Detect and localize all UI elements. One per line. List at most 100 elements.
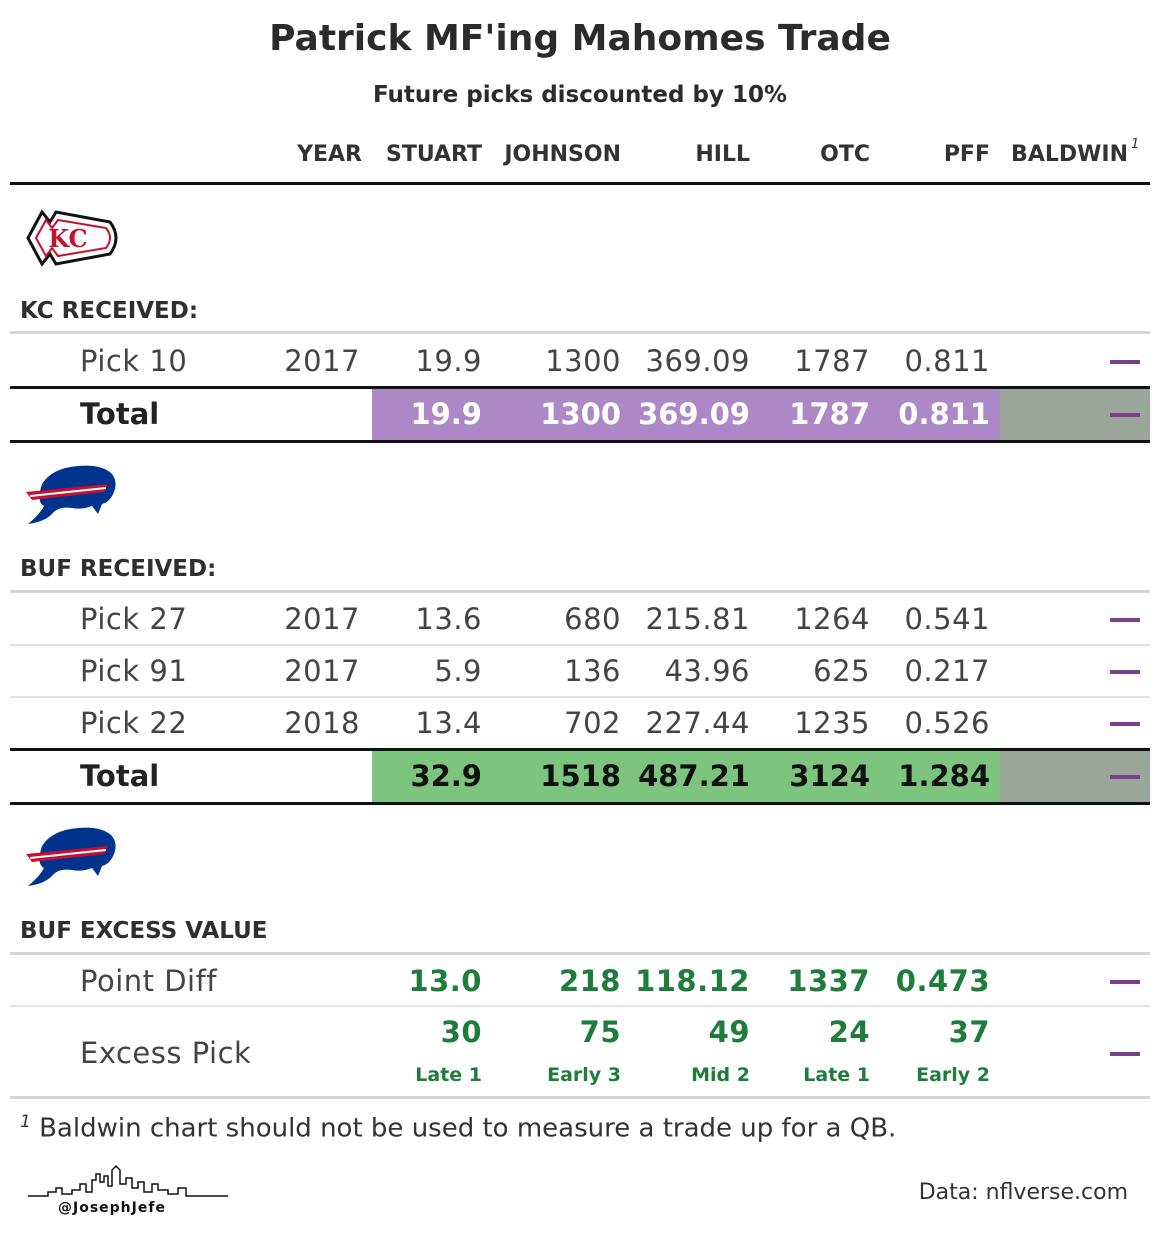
kc-total-pff: 0.811: [898, 397, 990, 431]
buf-row-label: Pick 22: [80, 706, 188, 740]
buf-row-johnson: 136: [564, 654, 621, 688]
kc-total-otc: 1787: [789, 397, 870, 431]
buf-row-stuart: 13.4: [415, 706, 482, 740]
col-header-year: YEAR: [297, 142, 362, 167]
kc-total-baldwin-dash: [1110, 413, 1140, 417]
col-header-hill: HILL: [695, 142, 750, 167]
excess-pick-johnson: 75: [579, 1015, 621, 1049]
excess-pick-johnson-tier: Early 3: [547, 1064, 621, 1086]
row-divider: [10, 644, 1150, 646]
kc-row-pff: 0.811: [904, 344, 990, 378]
excess-pick-hill: 49: [708, 1015, 750, 1049]
chiefs-logo: KC: [26, 209, 118, 267]
point-diff-hill: 118.12: [635, 964, 750, 998]
buf-row-otc: 1264: [794, 602, 870, 636]
buf-row-johnson: 702: [564, 706, 621, 740]
bills-logo: [26, 465, 116, 524]
buf-row-label: Pick 27: [80, 602, 188, 636]
page-subtitle: Future picks discounted by 10%: [372, 82, 788, 108]
kc-total-johnson: 1300: [540, 397, 621, 431]
kc-section-label: KC RECEIVED:: [20, 298, 199, 324]
data-source: Data: nflverse.com: [918, 1180, 1128, 1205]
buf-total-baldwin-dash: [1110, 775, 1140, 779]
kc-total-bottom-rule: [10, 440, 1150, 443]
point-diff-pff: 0.473: [895, 964, 990, 998]
buf-total-otc: 3124: [789, 759, 870, 793]
buf-section-rule: [10, 590, 1150, 593]
baldwin-footnote-mark: 1: [1131, 137, 1140, 152]
excess-pick-otc-tier: Late 1: [803, 1064, 870, 1086]
excess-pick-hill-tier: Mid 2: [691, 1064, 750, 1086]
kc-total-highlight: [372, 389, 1000, 440]
col-header-baldwin: BALDWIN: [1011, 142, 1128, 167]
excess-pick-pff-tier: Early 2: [916, 1064, 990, 1086]
kc-row-stuart: 19.9: [415, 344, 482, 378]
buf-row-hill: 227.44: [645, 706, 750, 740]
footnote-text: Baldwin chart should not be used to meas…: [39, 1113, 897, 1144]
point-diff-johnson: 218: [558, 964, 621, 998]
excess-pick-stuart-tier: Late 1: [415, 1064, 482, 1086]
buf-total-stuart: 32.9: [410, 759, 482, 793]
buf-row-stuart: 13.6: [415, 602, 482, 636]
svg-text:KC: KC: [48, 224, 87, 253]
footnote-mark: 1: [20, 1112, 31, 1132]
bills-logo: [26, 827, 116, 886]
buf-row-year: 2018: [284, 706, 360, 740]
excess-pick-baldwin-dash: [1110, 1052, 1140, 1056]
row-divider: [10, 696, 1150, 698]
excess-pick-pff: 37: [948, 1015, 990, 1049]
buf-row-baldwin-dash: [1110, 722, 1140, 726]
buf-total-johnson: 1518: [540, 759, 621, 793]
point-diff-otc: 1337: [787, 964, 870, 998]
buf-row-pff: 0.541: [904, 602, 990, 636]
col-header-otc: OTC: [820, 142, 870, 167]
col-header-johnson: JOHNSON: [504, 142, 621, 167]
kc-row-otc: 1787: [794, 344, 870, 378]
buf-row-baldwin-dash: [1110, 618, 1140, 622]
kc-total-hill: 369.09: [638, 397, 750, 431]
excess-section-rule: [10, 952, 1150, 955]
author-handle: @JosephJefe: [58, 1200, 166, 1216]
kc-section-rule: [10, 331, 1150, 334]
buf-row-baldwin-dash: [1110, 670, 1140, 674]
kc-total-stuart: 19.9: [410, 397, 482, 431]
buf-total-highlight: [372, 751, 1000, 802]
buf-total-top-rule: [10, 748, 1150, 751]
col-header-pff: PFF: [943, 142, 990, 167]
excess-pick-otc: 24: [828, 1015, 870, 1049]
buf-row-year: 2017: [284, 654, 360, 688]
buf-total-pff: 1.284: [898, 759, 990, 793]
kc-row-label: Pick 10: [80, 344, 188, 378]
excess-section-label: BUF EXCESS VALUE: [20, 918, 268, 944]
table-bottom-rule: [10, 1096, 1150, 1099]
buf-row-hill: 43.96: [664, 654, 750, 688]
page-title: Patrick MF'ing Mahomes Trade: [269, 18, 891, 59]
point-diff-label: Point Diff: [80, 964, 218, 998]
excess-pick-stuart: 30: [440, 1015, 482, 1049]
point-diff-stuart: 13.0: [408, 964, 482, 998]
buf-row-stuart: 5.9: [434, 654, 482, 688]
row-divider: [10, 1005, 1150, 1007]
footnote: 1 Baldwin chart should not be used to me…: [20, 1112, 896, 1144]
buf-row-pff: 0.526: [904, 706, 990, 740]
buf-section-label: BUF RECEIVED:: [20, 556, 217, 582]
kc-total-label: Total: [80, 397, 160, 431]
buf-row-hill: 215.81: [645, 602, 750, 636]
kc-row-baldwin-dash: [1110, 360, 1140, 364]
header-rule: [10, 182, 1150, 185]
buf-row-otc: 625: [813, 654, 870, 688]
kc-row-johnson: 1300: [545, 344, 621, 378]
kc-row-hill: 369.09: [645, 344, 750, 378]
col-header-stuart: STUART: [385, 142, 482, 167]
buf-total-bottom-rule: [10, 802, 1150, 805]
buf-row-year: 2017: [284, 602, 360, 636]
excess-pick-label: Excess Pick: [80, 1036, 252, 1070]
buf-row-pff: 0.217: [904, 654, 990, 688]
buf-total-hill: 487.21: [638, 759, 750, 793]
buf-total-label: Total: [80, 759, 160, 793]
kc-row-year: 2017: [284, 344, 360, 378]
skyline-logo: [28, 1164, 228, 1197]
buf-row-johnson: 680: [564, 602, 621, 636]
point-diff-baldwin-dash: [1110, 980, 1140, 984]
buf-row-label: Pick 91: [80, 654, 188, 688]
